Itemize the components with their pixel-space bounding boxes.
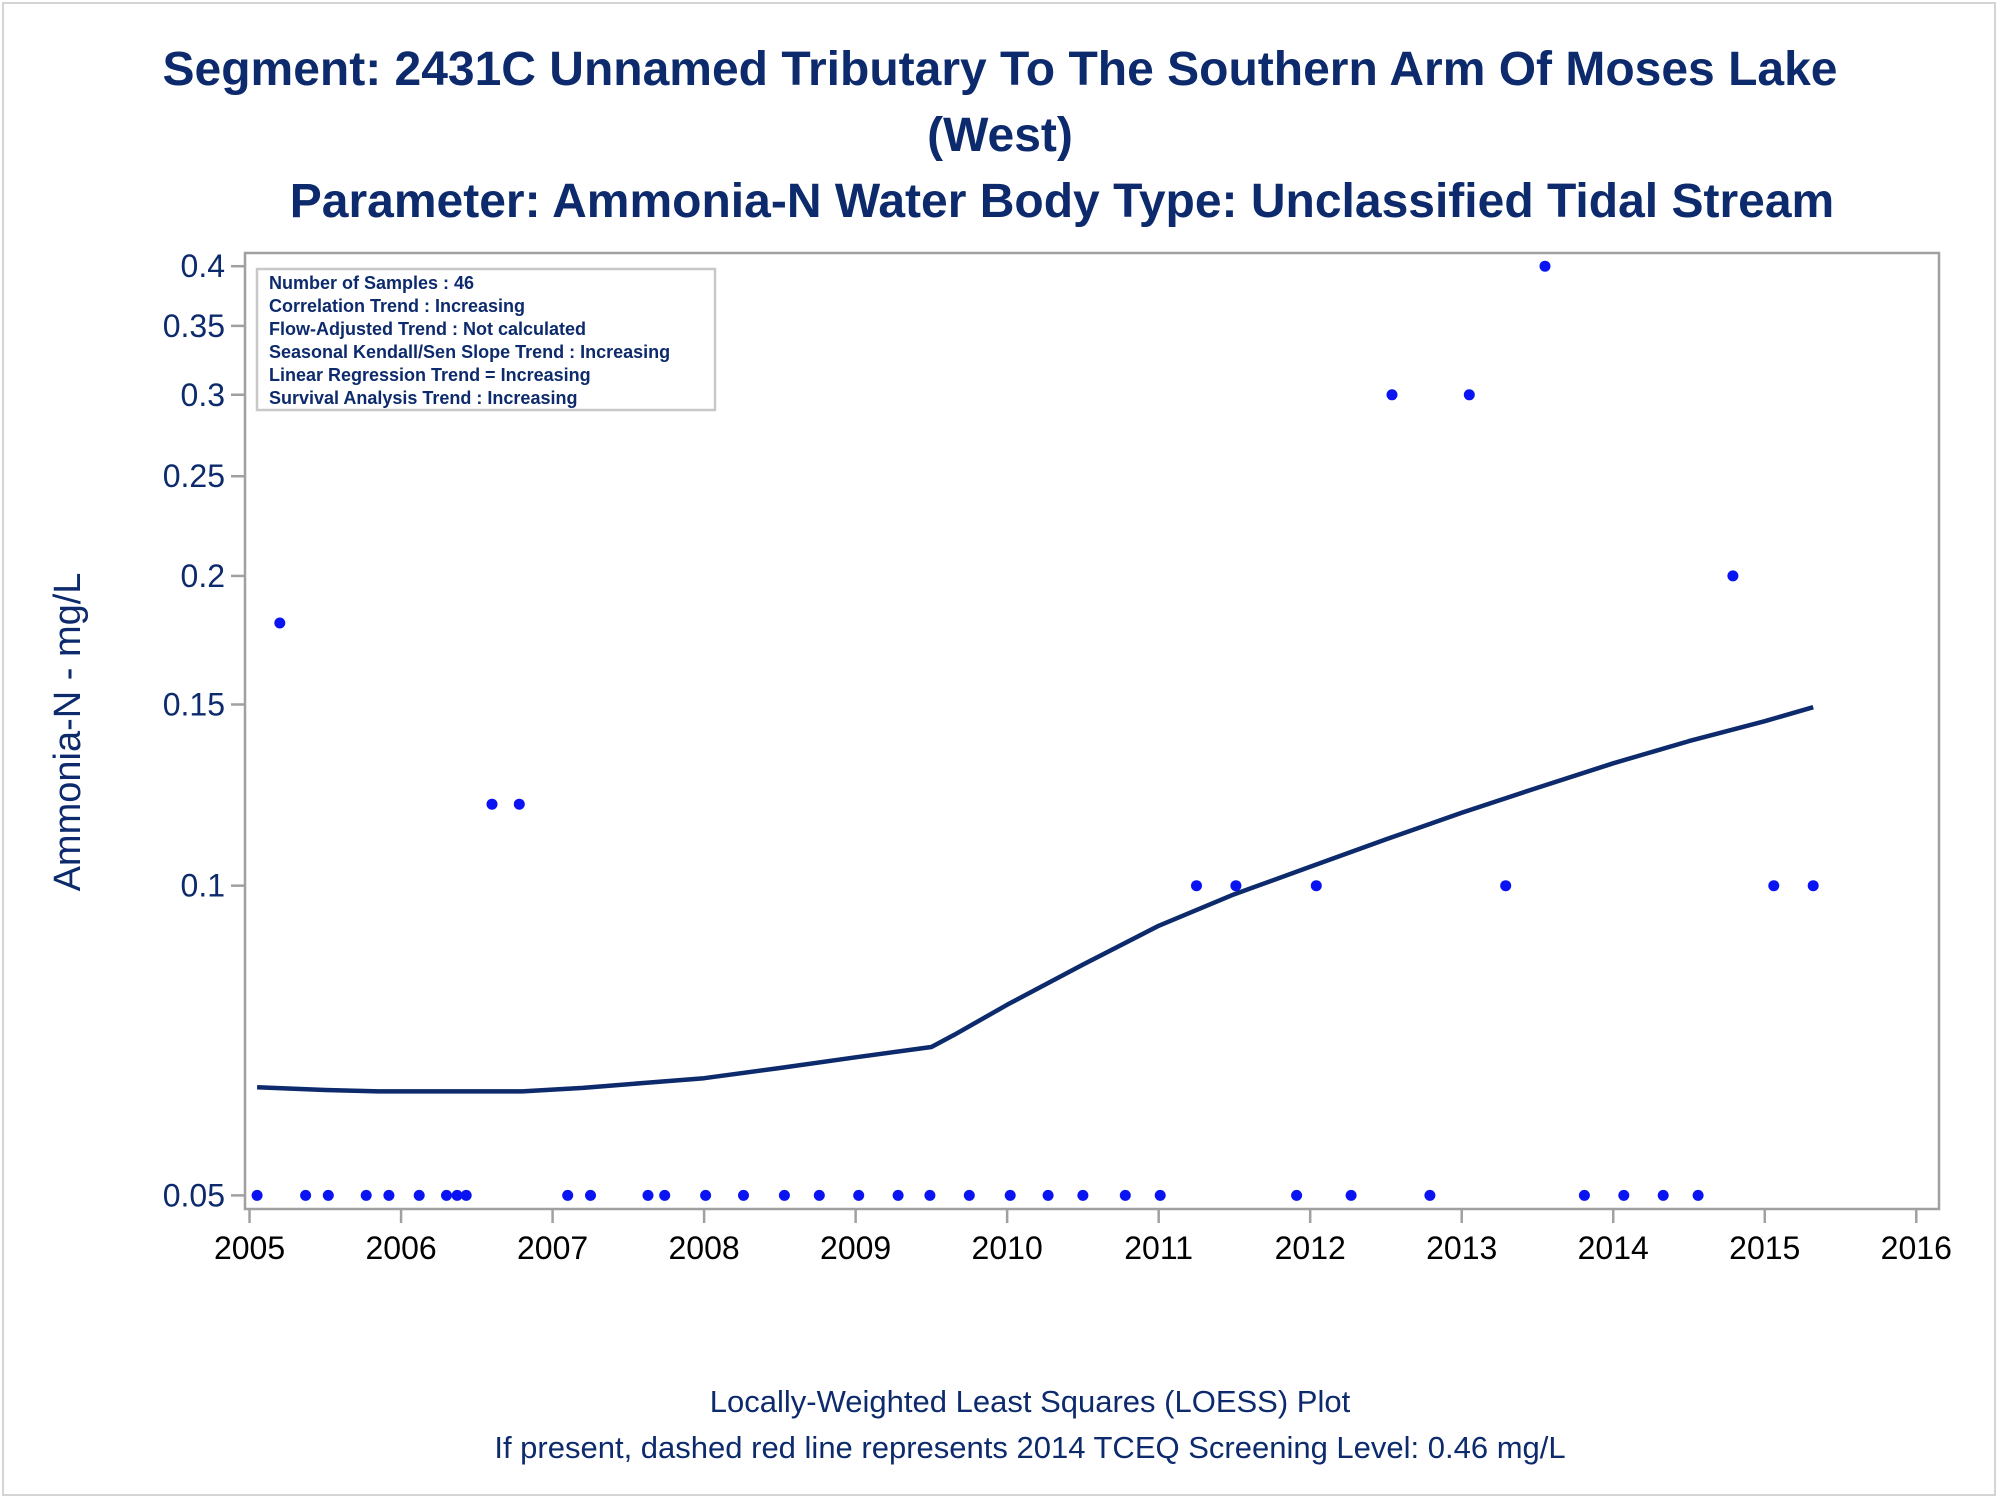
- data-point: [1230, 880, 1242, 892]
- chart-subtitle: Parameter: Ammonia-N Water Body Type: Un…: [289, 175, 1835, 228]
- y-tick-label: 0.1: [181, 868, 225, 904]
- x-tick-label: 2012: [1275, 1230, 1346, 1266]
- chart-title-line-2: (West): [927, 109, 1073, 162]
- data-point: [1657, 1189, 1669, 1201]
- info-line-samples: Number of Samples : 46: [269, 273, 474, 293]
- data-point: [441, 1189, 452, 1201]
- y-tick-label: 0.2: [181, 558, 225, 594]
- data-point: [1042, 1189, 1054, 1201]
- data-point: [1154, 1189, 1166, 1201]
- data-point: [1807, 880, 1819, 892]
- data-point: [413, 1189, 425, 1201]
- x-tick-label: 2008: [669, 1230, 740, 1266]
- data-point: [300, 1189, 312, 1201]
- data-point: [1500, 880, 1512, 892]
- data-point: [1310, 880, 1322, 892]
- x-tick-label: 2015: [1729, 1230, 1800, 1266]
- data-point: [1727, 570, 1739, 582]
- data-point: [963, 1189, 975, 1201]
- info-line-seasonal-kendall: Seasonal Kendall/Sen Slope Trend : Incre…: [269, 342, 670, 362]
- data-point: [274, 617, 286, 629]
- info-line-survival-analysis: Survival Analysis Trend : Increasing: [269, 388, 577, 408]
- data-point: [1345, 1189, 1357, 1201]
- data-point: [813, 1189, 825, 1201]
- y-axis: 0.05 0.1 0.15 0.2 0.25 0.3 0.35 0.4: [163, 248, 245, 1213]
- x-tick-label: 2006: [365, 1230, 436, 1266]
- data-point: [1424, 1189, 1436, 1201]
- x-tick-label: 2016: [1881, 1230, 1952, 1266]
- x-tick-label: 2009: [820, 1230, 891, 1266]
- data-point: [460, 1189, 472, 1201]
- data-point: [1578, 1189, 1590, 1201]
- data-point: [1692, 1189, 1704, 1201]
- data-point: [853, 1189, 865, 1201]
- loess-layer: [257, 705, 1814, 1094]
- plot-frame: [243, 251, 1941, 1211]
- data-point: [562, 1189, 574, 1201]
- y-tick-label: 0.4: [181, 248, 225, 284]
- data-point: [383, 1189, 395, 1201]
- info-box: Number of Samples : 46 Correlation Trend…: [255, 267, 717, 412]
- info-line-flow-adjusted: Flow-Adjusted Trend : Not calculated: [269, 319, 586, 339]
- data-point: [1077, 1189, 1089, 1201]
- data-point: [1191, 880, 1202, 892]
- data-point: [1539, 260, 1551, 272]
- x-tick-label: 2007: [517, 1230, 588, 1266]
- data-point: [1291, 1189, 1303, 1201]
- data-point: [700, 1189, 712, 1201]
- data-point: [513, 798, 525, 810]
- info-box-frame: [255, 267, 717, 412]
- y-tick-label: 0.35: [163, 308, 225, 344]
- x-tick-label: 2011: [1124, 1230, 1193, 1266]
- data-point: [1768, 880, 1780, 892]
- data-point: [892, 1189, 904, 1201]
- data-point: [486, 798, 498, 810]
- data-point: [1004, 1189, 1016, 1201]
- data-point: [738, 1189, 749, 1201]
- data-point: [1618, 1189, 1630, 1201]
- data-point: [360, 1189, 372, 1201]
- y-axis-title: Ammonia-N - mg/L: [47, 573, 89, 892]
- data-point: [659, 1189, 671, 1201]
- x-tick-label: 2010: [972, 1230, 1043, 1266]
- y-tick-label: 0.25: [163, 458, 225, 494]
- chart-title-line-1: Segment: 2431C Unnamed Tributary To The …: [162, 43, 1838, 96]
- loess-line: [257, 705, 1814, 1094]
- footnote-loess: Locally-Weighted Least Squares (LOESS) P…: [709, 1384, 1351, 1419]
- data-point: [585, 1189, 596, 1201]
- data-point: [322, 1189, 334, 1201]
- data-point: [1119, 1189, 1131, 1201]
- points-layer: [251, 260, 1819, 1201]
- data-point: [451, 1189, 463, 1201]
- x-tick-label: 2013: [1426, 1230, 1497, 1266]
- data-point: [251, 1189, 263, 1201]
- footnote-screening-level: If present, dashed red line represents 2…: [494, 1430, 1566, 1465]
- data-point: [924, 1189, 936, 1201]
- x-tick-label: 2014: [1578, 1230, 1649, 1266]
- data-point: [778, 1189, 790, 1201]
- x-tick-label: 2005: [214, 1230, 285, 1266]
- data-point: [1386, 389, 1398, 401]
- y-tick-label: 0.15: [163, 686, 225, 722]
- y-tick-label: 0.05: [163, 1177, 225, 1213]
- data-point: [642, 1189, 654, 1201]
- x-axis: 2005 2006 2007 2008 2009 2010 2011 2012 2013 2014…: [214, 1209, 1952, 1266]
- data-point: [1463, 389, 1475, 401]
- info-line-linear-regression: Linear Regression Trend = Increasing: [269, 365, 591, 385]
- y-tick-label: 0.3: [181, 377, 225, 413]
- info-line-correlation: Correlation Trend : Increasing: [269, 296, 525, 316]
